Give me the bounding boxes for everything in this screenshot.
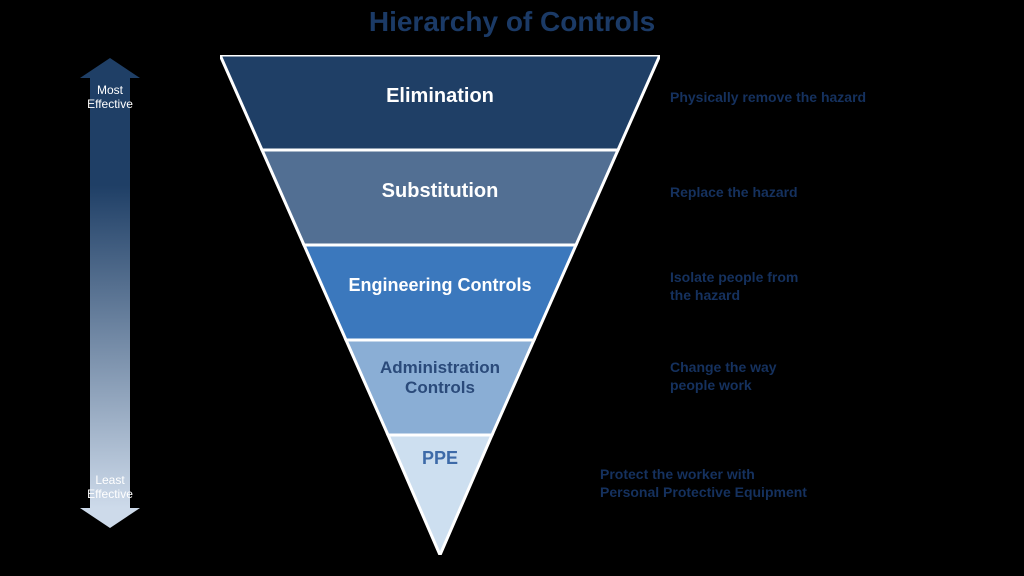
arrow-head-top-icon: [80, 58, 140, 78]
level-label-2: Engineering Controls: [310, 275, 570, 296]
level-desc-0: Physically remove the hazard: [670, 88, 866, 106]
arrow-head-bottom-icon: [80, 508, 140, 528]
level-label-4: PPE: [390, 448, 490, 469]
hierarchy-of-controls-diagram: Hierarchy of Controls MostEffective Leas…: [0, 0, 1024, 576]
level-label-1: Substitution: [270, 180, 610, 203]
triangle-levels: [220, 55, 660, 555]
arrow-label-bottom: LeastEffective: [70, 474, 150, 502]
arrow-label-top: MostEffective: [70, 84, 150, 112]
level-desc-3: Change the waypeople work: [670, 358, 777, 394]
level-label-0: Elimination: [230, 85, 650, 108]
level-desc-2: Isolate people fromthe hazard: [670, 268, 798, 304]
diagram-title: Hierarchy of Controls: [0, 6, 1024, 38]
level-desc-1: Replace the hazard: [670, 183, 798, 201]
effectiveness-arrow: MostEffective LeastEffective: [90, 78, 130, 508]
inverted-triangle: [220, 55, 660, 555]
level-desc-4: Protect the worker withPersonal Protecti…: [600, 465, 807, 501]
level-label-3: AdministrationControls: [350, 358, 530, 397]
